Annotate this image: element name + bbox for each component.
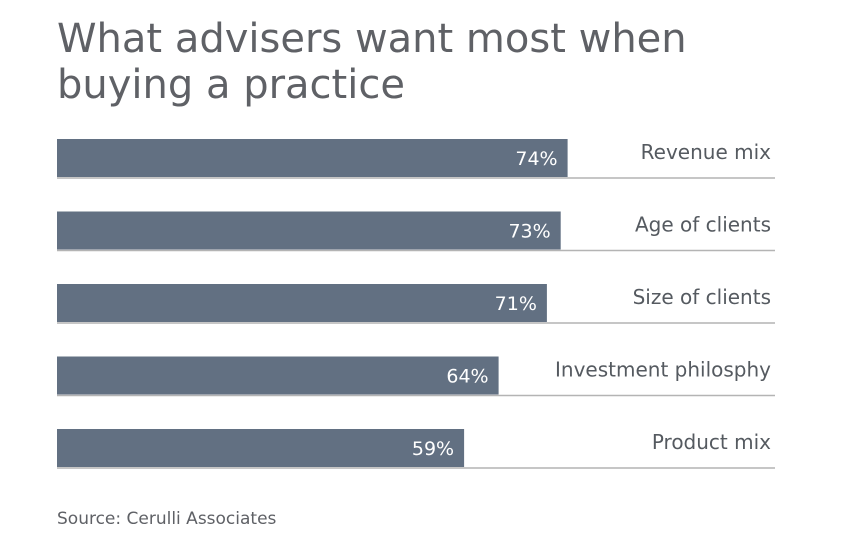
- bar-chart: 74% Revenue mix 73% Age of clients 71% Size o…: [57, 139, 775, 469]
- value-label-5: 59%: [412, 438, 454, 460]
- bar-3: [57, 284, 547, 322]
- source-note: Source: Cerulli Associates: [57, 509, 277, 529]
- bar-4: [57, 356, 499, 395]
- value-label-4: 64%: [446, 366, 488, 388]
- bar-5: [57, 429, 465, 467]
- category-label-1: Revenue mix: [641, 140, 771, 164]
- chart-title: What advisers want most when buying a pr…: [57, 16, 687, 108]
- category-label-3: Size of clients: [633, 285, 771, 309]
- bars-layer: 74% Revenue mix 73% Age of clients 71% Size o…: [57, 139, 775, 469]
- value-label-3: 71%: [495, 293, 537, 315]
- bar-2: [57, 211, 561, 250]
- category-label-5: Product mix: [652, 430, 771, 454]
- value-label-1: 74%: [515, 148, 557, 170]
- bar-1: [57, 139, 568, 177]
- category-label-2: Age of clients: [635, 213, 771, 237]
- category-label-4: Investment philosphy: [555, 358, 771, 382]
- value-label-2: 73%: [508, 221, 550, 243]
